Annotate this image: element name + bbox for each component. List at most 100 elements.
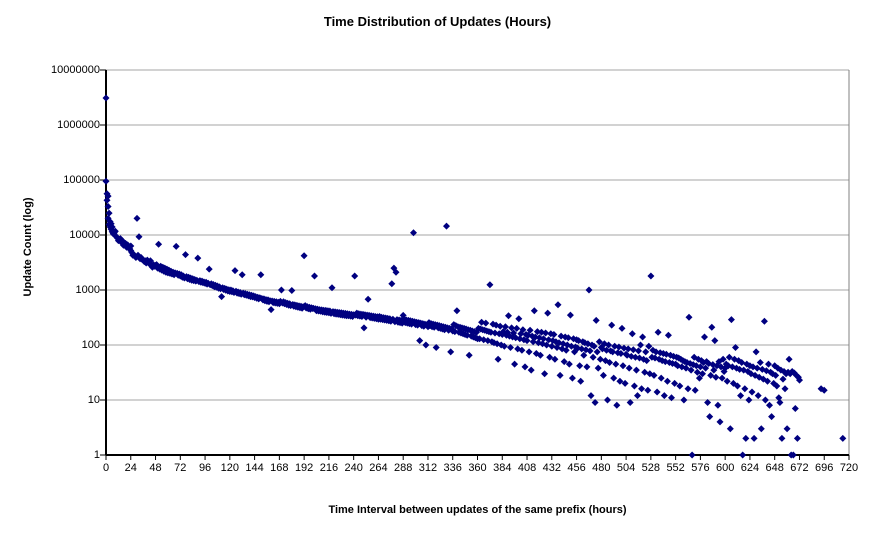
data-point: [783, 425, 791, 433]
data-point: [776, 399, 784, 406]
data-point: [496, 322, 504, 330]
data-point: [748, 388, 756, 396]
data-point: [311, 272, 318, 280]
data-point: [580, 351, 588, 359]
data-point: [231, 267, 239, 275]
data-point: [364, 295, 372, 303]
data-point: [527, 366, 535, 374]
data-point: [647, 272, 655, 280]
data-point: [628, 330, 636, 338]
y-tick-label: 100000: [63, 174, 100, 186]
x-tick-label: 288: [394, 462, 413, 474]
data-point: [518, 346, 526, 354]
data-point: [737, 392, 745, 400]
data-point: [781, 385, 789, 393]
data-point: [422, 341, 430, 349]
data-point: [668, 394, 675, 402]
data-point: [702, 364, 710, 372]
x-tick-label: 0: [102, 462, 110, 474]
data-point: [626, 399, 634, 406]
data-point: [507, 344, 514, 351]
data-point: [511, 360, 519, 368]
x-tick-label: 240: [344, 462, 363, 474]
data-point: [548, 342, 556, 350]
data-point: [267, 306, 275, 314]
data-point: [594, 364, 602, 372]
data-point: [554, 301, 562, 309]
data-point: [543, 341, 551, 349]
data-point: [541, 370, 549, 378]
data-point: [328, 284, 336, 292]
data-point: [839, 434, 847, 442]
x-tick-label: 24: [124, 462, 137, 474]
data-point: [653, 388, 661, 396]
data-point: [754, 392, 762, 400]
data-point: [621, 379, 629, 387]
data-point: [432, 344, 440, 351]
x-tick-label: 336: [443, 462, 462, 474]
data-point: [693, 368, 701, 376]
data-point: [619, 362, 627, 370]
x-tick-label: 648: [765, 462, 784, 474]
data-point: [718, 374, 726, 382]
data-point: [701, 333, 708, 341]
data-point: [779, 375, 787, 383]
data-point: [630, 382, 638, 390]
x-tick-label: 168: [270, 462, 289, 474]
data-point: [515, 315, 523, 323]
data-point: [796, 376, 803, 384]
data-point: [766, 401, 773, 409]
data-point: [108, 223, 116, 231]
data-point: [684, 385, 692, 393]
x-tick-label: 504: [616, 462, 636, 474]
data-point: [753, 364, 761, 372]
data-point: [583, 363, 591, 371]
data-point: [706, 413, 714, 421]
y-tick-label: 10000000: [51, 64, 100, 76]
data-point: [526, 326, 534, 334]
data-point: [505, 312, 512, 320]
data-point: [465, 351, 473, 359]
data-point: [657, 374, 665, 382]
data-point: [757, 425, 765, 433]
data-point: [635, 347, 642, 355]
x-tick-label: 360: [468, 462, 487, 474]
data-point: [135, 233, 143, 241]
data-point: [525, 348, 533, 356]
x-tick-label: 576: [691, 462, 710, 474]
data-point: [726, 425, 734, 433]
data-point: [494, 355, 502, 363]
data-point: [609, 348, 617, 356]
data-point: [613, 401, 621, 409]
chart-title: Time Distribution of Updates (Hours): [323, 14, 552, 29]
data-point: [791, 405, 799, 412]
data-point: [562, 346, 570, 354]
x-tick-label: 480: [592, 462, 611, 474]
data-point: [521, 363, 529, 371]
data-point: [680, 396, 688, 404]
y-tick-label: 1: [93, 449, 100, 461]
data-point: [639, 333, 647, 341]
data-point: [699, 370, 706, 378]
data-point: [644, 386, 652, 394]
x-tick-label: 48: [149, 462, 162, 474]
data-point: [734, 382, 741, 390]
data-point: [650, 371, 658, 379]
data-point: [416, 337, 424, 345]
data-point: [586, 347, 594, 355]
data-point: [288, 287, 296, 294]
data-point: [565, 360, 573, 368]
data-point: [773, 382, 781, 390]
data-point: [714, 401, 722, 409]
data-point: [542, 329, 550, 337]
data-point: [750, 434, 758, 442]
x-tick-label: 312: [418, 462, 438, 474]
data-point: [486, 281, 494, 289]
data-point: [716, 418, 724, 426]
x-tick-label: 408: [517, 462, 537, 474]
data-point: [752, 348, 760, 356]
data-point: [550, 331, 558, 338]
data-point: [560, 358, 568, 366]
data-point: [642, 348, 650, 356]
